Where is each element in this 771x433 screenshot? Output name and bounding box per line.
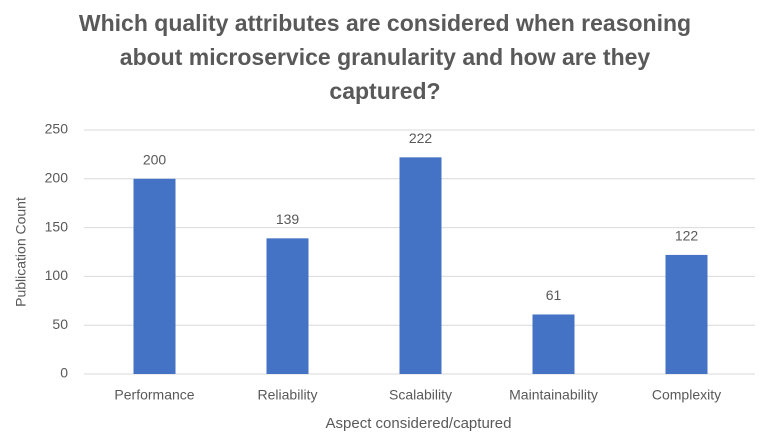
y-tick-label: 200 <box>45 170 69 186</box>
bar <box>133 178 176 374</box>
x-tick-label: Performance <box>114 387 194 403</box>
x-tick-label: Maintainability <box>509 387 598 403</box>
data-label: 122 <box>675 228 699 244</box>
x-tick-label: Reliability <box>258 387 318 403</box>
x-tick-label: Complexity <box>652 387 721 403</box>
data-label: 200 <box>143 152 167 168</box>
bar <box>266 238 309 374</box>
y-tick-label: 50 <box>52 316 68 332</box>
chart-title: Which quality attributes are considered … <box>78 10 692 104</box>
y-tick-label: 250 <box>45 121 69 137</box>
bar <box>532 314 575 374</box>
x-tick-label: Scalability <box>389 387 452 403</box>
y-axis-label: Publication Count <box>13 197 29 307</box>
x-axis-label: Aspect considered/captured <box>326 415 512 432</box>
bar <box>665 254 708 374</box>
y-tick-label: 100 <box>45 267 69 283</box>
bar <box>399 157 442 374</box>
y-tick-label: 0 <box>60 365 68 381</box>
data-label: 222 <box>409 130 433 146</box>
y-tick-label: 150 <box>45 218 69 234</box>
data-label: 61 <box>546 287 562 303</box>
data-label: 139 <box>276 211 300 227</box>
